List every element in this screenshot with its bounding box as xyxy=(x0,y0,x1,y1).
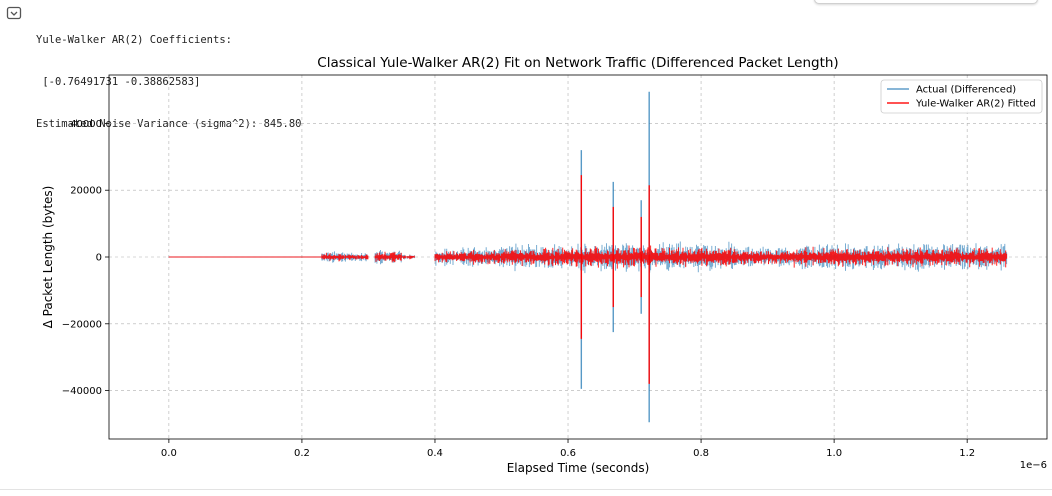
y-tick-label: −40000 xyxy=(62,386,102,397)
y-tick-label: 0 xyxy=(96,253,102,264)
console-line-coefficients-values: [-0.76491731 -0.38862583] xyxy=(36,76,201,88)
legend-box xyxy=(880,79,1043,114)
x-tick-label: 0.8 xyxy=(693,448,709,459)
x-tick-label: 0.2 xyxy=(294,448,310,459)
console-line-noise-variance: Estimated Noise Variance (sigma^2): 845.… xyxy=(36,118,302,130)
y-axis-label: Δ Packet Length (bytes) xyxy=(41,186,55,329)
ticks: 0.0 0.2 0.4 0.6 0.8 1.0 1.2 −40000 −20000 0 20000 4… xyxy=(62,119,975,459)
x-axis-offset-text: 1e−6 xyxy=(1020,460,1047,471)
x-tick-label: 0.4 xyxy=(427,448,443,459)
grid xyxy=(109,75,1047,439)
x-tick-label: 1.0 xyxy=(826,448,842,459)
x-tick-label: 1.2 xyxy=(959,448,975,459)
chart-title: Classical Yule-Walker AR(2) Fit on Netwo… xyxy=(317,55,838,71)
legend-label-actual: Actual (Differenced) xyxy=(916,85,1016,96)
y-tick-label: −20000 xyxy=(62,319,102,330)
output-collapse-icon[interactable] xyxy=(6,6,24,22)
legend-label-fitted: Yule-Walker AR(2) Fitted xyxy=(915,99,1036,110)
series-layer xyxy=(168,91,1008,423)
y-tick-label: 40000 xyxy=(70,119,102,130)
y-tick-label: 20000 xyxy=(70,186,102,197)
x-tick-label: 0.0 xyxy=(161,448,177,459)
legend: Actual (Differenced) Yule-Walker AR(2) Fi… xyxy=(880,79,1043,114)
x-tick-label: 0.6 xyxy=(560,448,576,459)
cell-divider xyxy=(0,489,1052,490)
fitted-series-line xyxy=(168,245,1008,269)
cell-toolbar[interactable] xyxy=(814,0,1038,4)
chart: 0.0 0.2 0.4 0.6 0.8 1.0 1.2 −40000 −20000 0 20000 4… xyxy=(41,55,1048,475)
console-line-coefficients-label: Yule-Walker AR(2) Coefficients: xyxy=(36,34,232,46)
x-axis-label: Elapsed Time (seconds) xyxy=(507,461,650,475)
console-output: Yule-Walker AR(2) Coefficients: [-0.7649… xyxy=(36,5,302,145)
